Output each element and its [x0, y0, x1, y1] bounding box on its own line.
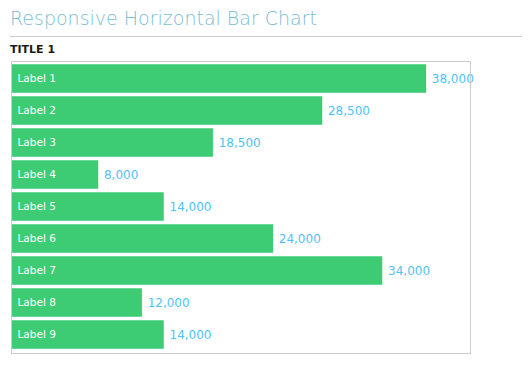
svg-text:24,000: 24,000	[279, 232, 321, 246]
svg-text:14,000: 14,000	[170, 200, 212, 214]
svg-text:34,000: 34,000	[388, 264, 430, 278]
svg-text:Label 2: Label 2	[18, 104, 56, 116]
svg-text:Label 1: Label 1	[18, 72, 56, 84]
svg-text:Label 8: Label 8	[18, 296, 56, 308]
svg-text:38,000: 38,000	[432, 72, 474, 86]
svg-text:8,000: 8,000	[104, 168, 138, 182]
svg-text:Label 7: Label 7	[18, 264, 56, 276]
svg-text:18,500: 18,500	[219, 136, 261, 150]
svg-text:Label 4: Label 4	[18, 168, 57, 180]
svg-text:Label 5: Label 5	[18, 200, 56, 212]
html-text:Responsive Horizontal Bar Char: Responsive Horizontal Bar Chart	[10, 7, 317, 29]
svg-text:Label 6: Label 6	[18, 232, 57, 244]
svg-text:Label 3: Label 3	[18, 136, 56, 148]
svg-text:12,000: 12,000	[148, 296, 190, 310]
html-text:TITLE 1: TITLE 1	[10, 43, 56, 56]
svg-text:28,500: 28,500	[328, 104, 370, 118]
svg-text:Label 9: Label 9	[18, 328, 56, 340]
svg-text:14,000: 14,000	[170, 328, 212, 342]
